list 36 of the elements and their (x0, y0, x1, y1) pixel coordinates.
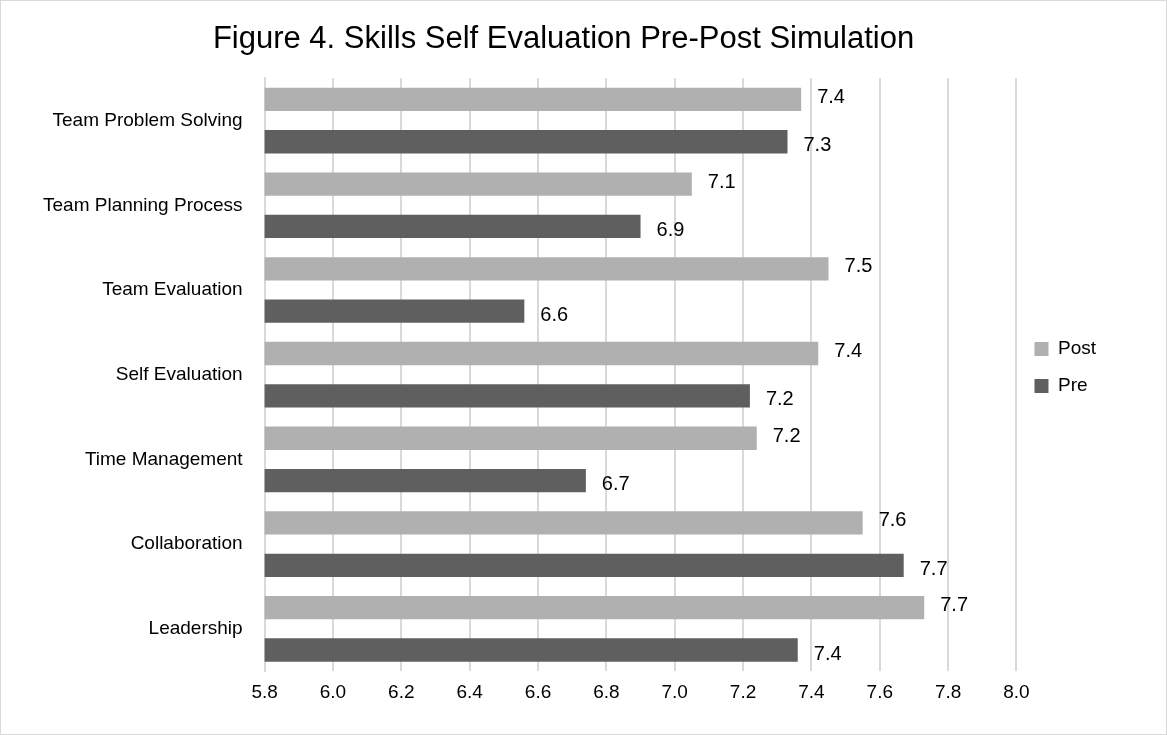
x-tick-label: 8.0 (1003, 680, 1030, 702)
x-tick-label: 6.2 (388, 680, 415, 702)
y-tick-label: Team Problem Solving (52, 108, 243, 130)
y-tick-label: Time Management (84, 447, 244, 469)
data-label: 7.2 (765, 387, 794, 410)
data-label: 7.4 (813, 641, 842, 664)
y-tick-label: Leadership (148, 617, 243, 639)
chart-title: Figure 4. Skills Self Evaluation Pre-Post Simulation (212, 20, 915, 56)
data-label: 7.1 (707, 169, 736, 192)
y-tick-label: Self Evaluation (115, 362, 243, 384)
data-label: 6.6 (540, 302, 569, 325)
y-tick-label: Team Evaluation (102, 278, 243, 300)
y-tick-label: Team Planning Process (42, 193, 243, 215)
x-tick-label: 5.8 (251, 680, 278, 702)
data-label: 6.7 (601, 472, 630, 495)
x-tick-label: 7.4 (798, 680, 826, 702)
data-label: 6.9 (656, 217, 685, 240)
data-label: 7.7 (919, 556, 948, 579)
legend-label: Post (1057, 337, 1097, 359)
x-tick-label: 6.8 (593, 680, 620, 702)
x-tick-label: 6.6 (524, 680, 552, 702)
data-label: 7.2 (772, 423, 801, 446)
data-label: 7.7 (940, 593, 969, 616)
x-tick-label: 7.2 (729, 680, 757, 702)
x-tick-label: 6.0 (319, 680, 347, 702)
data-label: 7.3 (803, 133, 832, 156)
x-tick-label: 7.0 (661, 680, 688, 702)
y-tick-label: Collaboration (130, 532, 243, 554)
legend-label: Pre (1057, 374, 1088, 396)
data-label: 7.4 (817, 84, 845, 107)
x-tick-label: 6.4 (456, 680, 484, 702)
data-label: 7.5 (844, 254, 873, 277)
x-tick-label: 7.8 (934, 680, 962, 702)
data-label: 7.4 (834, 339, 863, 362)
x-tick-label: 7.6 (866, 680, 893, 702)
data-label: 7.6 (878, 508, 907, 531)
